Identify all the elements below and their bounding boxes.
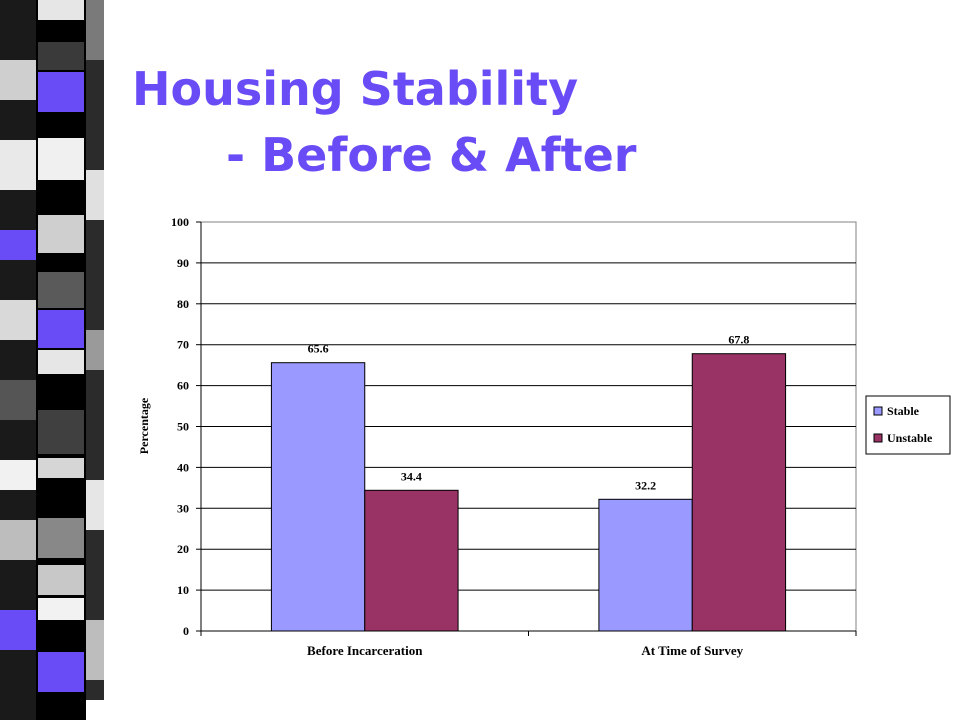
y-tick-label: 10 bbox=[177, 583, 189, 597]
y-tick-label: 80 bbox=[177, 297, 189, 311]
y-tick-label: 70 bbox=[177, 338, 189, 352]
legend-swatch-stable bbox=[873, 406, 883, 416]
data-labels: 65.6 34.4 32.2 67.8 bbox=[308, 333, 750, 493]
y-tick-label: 20 bbox=[177, 542, 189, 556]
y-tick-label: 90 bbox=[177, 256, 189, 270]
x-tick-label: At Time of Survey bbox=[641, 643, 743, 658]
y-tick-label: 100 bbox=[171, 215, 189, 229]
bar-chart: 0 10 20 30 40 50 60 70 80 90 100 Before Incarcerat… bbox=[137, 215, 951, 658]
y-tick-label: 30 bbox=[177, 501, 189, 515]
bar-stable bbox=[270, 362, 366, 632]
y-axis-label: Percentage bbox=[137, 397, 151, 454]
y-tick-label: 50 bbox=[177, 420, 189, 434]
data-label: 67.8 bbox=[728, 333, 749, 347]
y-tick-label: 60 bbox=[177, 379, 189, 393]
legend-box bbox=[865, 395, 951, 455]
x-axis-ticks: Before Incarceration At Time of Survey bbox=[200, 631, 857, 658]
data-label: 32.2 bbox=[635, 478, 656, 492]
x-tick-label: Before Incarceration bbox=[307, 643, 423, 658]
strip-column-right bbox=[86, 0, 104, 720]
bar-stable bbox=[598, 498, 693, 632]
y-tick-label: 0 bbox=[183, 624, 189, 638]
y-tick-label: 40 bbox=[177, 460, 189, 474]
legend-label-stable: Stable bbox=[887, 404, 920, 418]
slide-title: Housing Stability bbox=[132, 62, 579, 116]
legend-label-unstable: Unstable bbox=[887, 431, 933, 445]
data-label: 34.4 bbox=[401, 469, 422, 483]
slide-subtitle: - Before & After bbox=[226, 128, 637, 182]
strip-column-middle bbox=[36, 0, 86, 720]
bar-unstable bbox=[364, 489, 459, 632]
decorative-side-strip bbox=[0, 0, 104, 720]
data-label: 65.6 bbox=[308, 342, 329, 356]
bars bbox=[270, 353, 787, 632]
strip-column-left bbox=[0, 0, 40, 720]
legend: Stable Unstable bbox=[865, 395, 951, 455]
bar-unstable bbox=[691, 353, 787, 632]
legend-swatch-unstable bbox=[873, 433, 883, 443]
